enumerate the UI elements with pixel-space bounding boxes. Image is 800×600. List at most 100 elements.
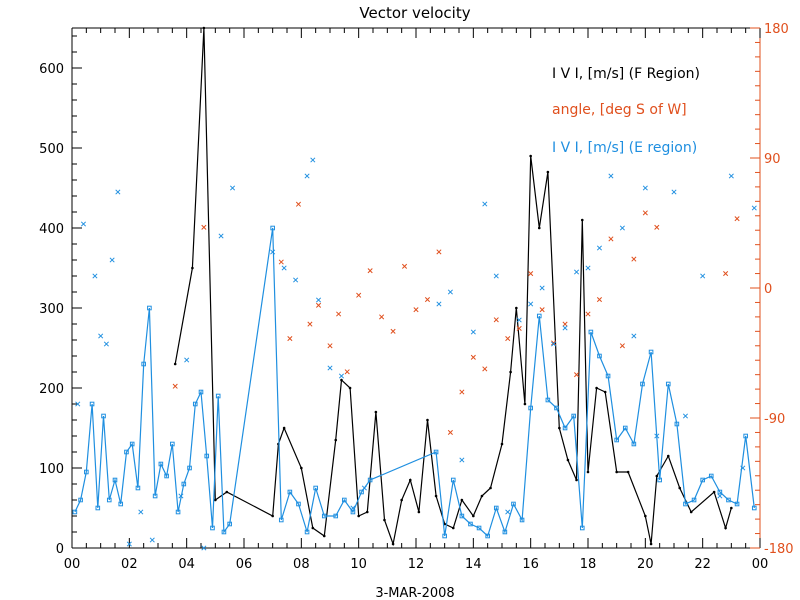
data-point [287,489,293,495]
x-axis-ticks: 00 02 04 06 08 10 12 14 16 18 20 22 00 [64,28,768,572]
x-tick-label: 22 [694,557,711,572]
data-point [304,529,310,535]
x-axis-label: 3-MAR-2008 [375,586,454,600]
data-point-x [138,509,144,515]
data-point-x [126,541,132,547]
data-point [442,533,447,539]
data-point [72,509,78,515]
data-point [545,397,551,403]
data-point [408,478,412,482]
data-point-x [109,257,115,263]
data-point [282,426,286,430]
data-point [210,525,215,531]
data-point [724,526,727,530]
y-left-tick-label: 400 [39,222,64,237]
data-point [615,470,618,474]
data-point [558,426,561,430]
data-point-x [401,263,408,269]
data-point [554,405,559,411]
x-tick-label: 14 [465,557,482,572]
legend-angle: angle, [deg S of W] [552,102,687,118]
data-point [89,401,95,407]
data-point [528,405,533,411]
data-point-x [310,157,316,163]
data-point-x [184,357,190,363]
data-point [480,494,484,498]
data-point [391,542,395,546]
data-point-x [278,259,284,265]
data-point-x [201,224,207,230]
data-point [603,390,607,394]
data-point [648,349,654,355]
data-point-x [350,505,356,511]
y-axis-right-ticks: -180 -90 0 90 180 [750,22,794,557]
chart-title: Vector velocity [359,4,470,22]
data-point [300,466,303,470]
data-point [511,501,516,507]
y-right-tick-label: 0 [764,282,772,297]
data-point [631,441,637,447]
data-point [579,525,585,531]
data-point-x [505,336,511,342]
data-point-x [528,271,534,277]
series-1 [72,225,757,539]
data-point-x [327,365,333,371]
data-point-x [470,354,476,360]
data-point-x [751,205,757,211]
data-point-x [356,292,362,298]
series-2 [172,201,740,435]
data-point [536,313,542,319]
data-point-x [700,273,706,279]
data-point [674,421,680,427]
data-point-x [229,185,236,191]
data-point [112,477,118,483]
data-point [586,470,590,474]
data-point [433,449,439,455]
data-point-x [631,333,637,339]
series-0 [173,26,733,547]
data-point [170,441,175,447]
data-point-x [361,485,367,491]
data-point-x [493,317,499,323]
data-point-x [80,221,87,227]
data-point-x [98,333,104,339]
data-point [334,438,338,442]
data-point [666,454,670,458]
data-point-x [379,314,385,320]
data-point-x [608,236,614,242]
y-left-tick-label: 100 [39,462,64,477]
data-point [141,361,146,367]
data-point [708,473,714,479]
data-point [118,501,124,507]
data-point-x [470,329,476,335]
data-point [515,306,518,310]
data-point-x [459,457,465,463]
data-point-x [336,311,342,317]
data-point-x [642,185,648,191]
data-point [321,513,327,519]
x-tick-label: 16 [522,557,539,572]
data-point [187,465,192,471]
data-point [489,486,492,490]
data-point [595,386,598,390]
data-point [84,469,89,475]
data-point-x [723,271,729,277]
data-point [588,329,594,335]
x-tick-label: 18 [580,557,597,572]
data-point [124,449,129,455]
data-point [342,497,347,503]
data-point-x [562,325,568,331]
data-point [730,506,733,510]
data-point [175,509,181,515]
data-point-x [344,369,350,375]
y-left-tick-label: 300 [39,302,64,317]
data-point-x [293,277,299,283]
data-point [367,477,373,483]
data-point [152,493,158,499]
data-point-x [92,273,98,279]
y-right-tick-label: -180 [764,542,794,557]
data-point [700,477,705,483]
x-tick-label: 08 [293,557,310,572]
data-point [333,513,339,519]
